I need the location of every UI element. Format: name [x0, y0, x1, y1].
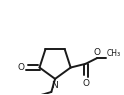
Text: N: N: [51, 81, 58, 90]
Text: O: O: [17, 63, 25, 72]
Text: O: O: [82, 79, 89, 88]
Text: CH₃: CH₃: [107, 49, 121, 58]
Text: O: O: [94, 48, 101, 57]
